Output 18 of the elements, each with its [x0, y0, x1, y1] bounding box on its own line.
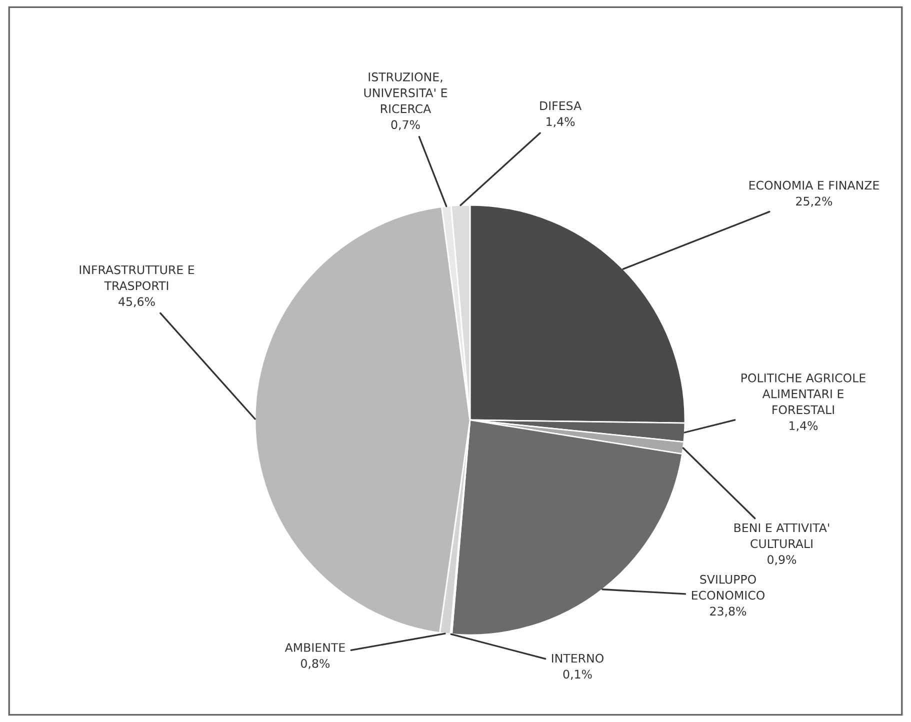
data-label: 25,2% [796, 196, 832, 207]
slice-label: POLITICHE AGRICOLE ALIMENTARI E FORESTALI [742, 373, 866, 414]
slice-label: INFRASTRUTTURE E TRASPORTI [80, 265, 194, 290]
data-label: 0,9% [768, 555, 796, 566]
data-label: 45,6% [118, 297, 155, 308]
slice-label: DIFESA [540, 101, 582, 110]
data-label: 23,8% [710, 606, 746, 617]
data-label: 0,8% [300, 658, 330, 670]
data-label: 1,4% [790, 421, 818, 432]
slice-label: SVILUPPO ECONOMICO [692, 574, 764, 600]
data-label: 0,7% [391, 120, 420, 130]
slice-label: ECONOMIA E FINANZE [749, 180, 879, 190]
slice-label: INTERNO [552, 654, 604, 663]
slice-label: AMBIENTE [284, 643, 345, 652]
slice-label: ISTRUZIONE, UNIVERSITA' E RICERCA [364, 72, 447, 114]
data-label: 1,4% [546, 117, 575, 128]
slice-label: BENI E ATTIVITA' CULTURALI [734, 523, 830, 548]
data-label: 0,1% [563, 670, 592, 680]
